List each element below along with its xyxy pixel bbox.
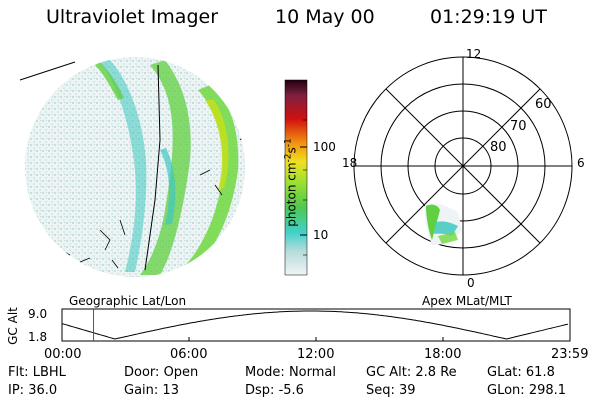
- instrument-title: Ultraviolet Imager: [46, 6, 219, 28]
- lat-label-70: 70: [510, 119, 527, 134]
- time-label: 01:29:19 UT: [430, 6, 547, 28]
- colorbar-label: photon cm-2s-1: [283, 138, 299, 227]
- footer-flt: Flt: LBHL: [8, 365, 66, 380]
- footer-mode: Mode: Normal: [245, 365, 336, 380]
- footer-gain: Gain: 13: [124, 383, 179, 398]
- colorbar: [284, 79, 308, 276]
- mlt-label-12: 12: [466, 47, 482, 61]
- lat-label-80: 80: [490, 140, 507, 155]
- footer-ip: IP: 36.0: [8, 383, 58, 398]
- mlt-label-18: 18: [342, 156, 358, 170]
- x-tick-2: 12:00: [297, 347, 335, 362]
- colorbar-tick-10: 10: [313, 228, 329, 242]
- mlt-label-0: 0: [467, 276, 475, 290]
- x-tick-0: 00:00: [44, 347, 82, 362]
- footer-dsp: Dsp: -5.6: [245, 383, 304, 398]
- aurora-arc-inner: [140, 60, 191, 275]
- date-label: 10 May 00: [275, 6, 375, 28]
- polar-plot: [353, 56, 573, 276]
- mlt-label-6: 6: [577, 156, 585, 170]
- footer-seq: Seq: 39: [366, 383, 416, 398]
- altitude-ytick-bottom: 1.8: [28, 330, 48, 344]
- altitude-ytick-top: 9.0: [28, 307, 48, 321]
- footer-gcalt: GC Alt: 2.8 Re: [366, 365, 457, 380]
- left-caption: Geographic Lat/Lon: [69, 294, 187, 308]
- footer-glat: GLat: 61.8: [487, 365, 555, 380]
- footer-door: Door: Open: [124, 365, 199, 380]
- lat-label-60: 60: [535, 97, 552, 112]
- terminator-line: [144, 64, 161, 271]
- x-tick-4: 23:59: [551, 347, 589, 362]
- altitude-curve: [61, 310, 569, 340]
- altitude-frame: [61, 308, 571, 342]
- x-tick-1: 06:00: [170, 347, 208, 362]
- footer-glon: GLon: 298.1: [487, 383, 567, 398]
- geographic-image: [19, 57, 245, 277]
- colorbar-tick-100: 100: [313, 140, 336, 154]
- altitude-ylabel: GC Alt: [5, 307, 20, 345]
- altitude-plot: [61, 308, 571, 342]
- right-caption: Apex MLat/MLT: [422, 294, 512, 308]
- x-tick-3: 18:00: [424, 347, 462, 362]
